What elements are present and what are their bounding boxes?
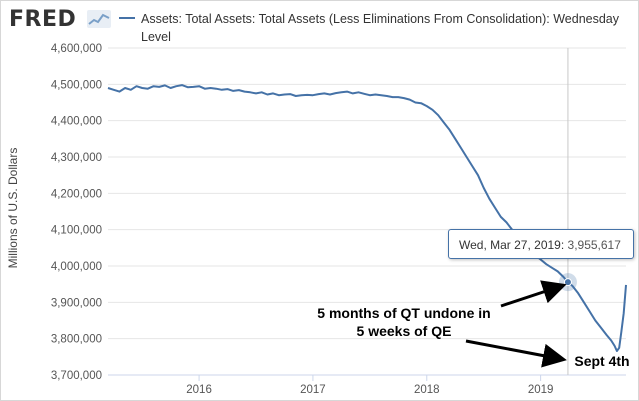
fred-logo[interactable]: FRED [9, 7, 77, 32]
y-tick-label: 3,900,000 [51, 297, 102, 309]
y-tick-label: 4,400,000 [51, 116, 102, 128]
qt-arrow [500, 280, 567, 308]
legend-series-label[interactable]: Assets: Total Assets: Total Assets (Less… [141, 12, 619, 44]
qt-annotation: 5 months of QT undone in 5 weeks of QE [299, 304, 509, 340]
qt-annotation-line-2: 5 weeks of QE [356, 323, 452, 339]
sept-annotation: Sept 4th [574, 353, 630, 369]
tooltip-date: Wed, Mar 27, 2019: [459, 238, 565, 252]
y-tick-label: 4,100,000 [51, 225, 102, 237]
legend-line-swatch [119, 17, 135, 19]
x-tick-label: 2016 [186, 384, 212, 396]
y-axis-label: Millions of U.S. Dollars [6, 147, 20, 269]
hover-point [563, 278, 572, 287]
hover-tooltip: Wed, Mar 27, 2019: 3,955,617 [448, 229, 634, 259]
sept-arrow [465, 339, 567, 368]
y-tick-label: 4,600,000 [51, 43, 102, 55]
series-line [107, 84, 627, 352]
y-tick-label: 4,000,000 [51, 261, 102, 273]
y-tick-label: 4,200,000 [51, 188, 102, 200]
y-tick-label: 3,800,000 [51, 334, 102, 346]
x-tick-label: 2018 [414, 384, 440, 396]
y-tick-label: 4,300,000 [51, 152, 102, 164]
y-tick-label: 4,500,000 [51, 79, 102, 91]
y-tick-label: 3,700,000 [51, 370, 102, 382]
x-tick-label: 2019 [528, 384, 554, 396]
fred-logo-icon [87, 10, 111, 28]
tooltip-value: 3,955,617 [567, 238, 621, 252]
qt-annotation-line-1: 5 months of QT undone in [317, 305, 491, 321]
x-tick-label: 2017 [300, 384, 326, 396]
